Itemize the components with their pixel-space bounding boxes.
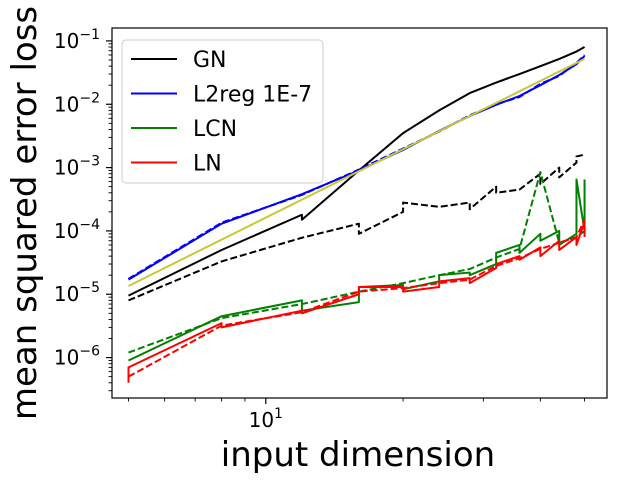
tick-label-y-−3: 10−3 [54, 154, 100, 180]
tick-label-y-−6: 10−6 [54, 344, 100, 370]
series-line-ln-solid-7 [127, 220, 586, 383]
x-axis-title: input dimension [221, 435, 495, 475]
series-line-lcn-solid-5 [128, 178, 586, 362]
legend-box [121, 39, 324, 184]
legend-label-ln: LN [193, 152, 222, 177]
tick-label-y-−4: 10−4 [54, 217, 100, 243]
plot-frame [111, 27, 608, 399]
y-axis-title: mean squared error loss [5, 6, 45, 420]
tick-label-y-−2: 10−2 [54, 90, 100, 116]
legend-label-gn: GN [193, 48, 227, 73]
series-layer [127, 46, 586, 383]
series-line-fit-solid-4 [128, 58, 585, 287]
series-line-gn-dashed-1 [128, 153, 585, 302]
tick-label-y-−1: 10−1 [54, 27, 100, 53]
tick-label-y-−5: 10−5 [54, 280, 100, 306]
series-line-lcn-dashed-6 [128, 171, 586, 354]
series-line-gn-solid-0 [128, 46, 586, 297]
series-line-ln-dashed-8 [128, 219, 586, 378]
tick-label-x-1: 101 [249, 406, 283, 432]
legend-label-lcn: LCN [193, 117, 237, 142]
legend: GN L2reg 1E-7 LCN LN [121, 39, 324, 184]
series-line-l2reg-1e-7-dashed-3 [127, 54, 586, 280]
legend-label-l2reg-1e-7: L2reg 1E-7 [193, 83, 312, 108]
